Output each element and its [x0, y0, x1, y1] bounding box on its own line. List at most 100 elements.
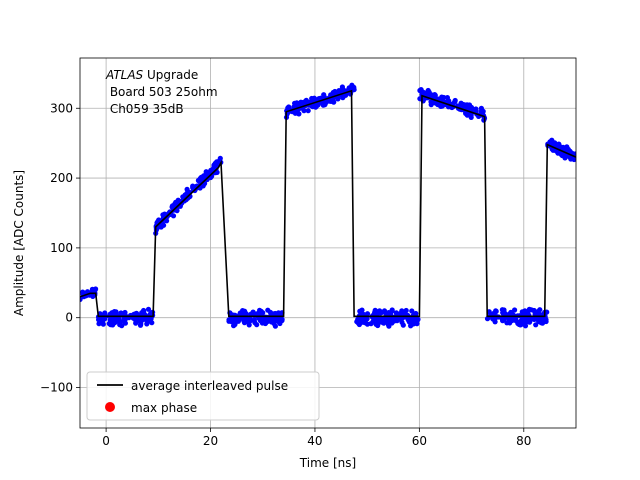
- sample-point: [349, 84, 355, 90]
- sample-point: [208, 167, 214, 173]
- sample-point: [149, 320, 155, 326]
- y-tick-label: 200: [50, 171, 73, 185]
- sample-point: [499, 307, 505, 313]
- sample-point: [417, 87, 423, 94]
- y-tick-label: 100: [50, 241, 73, 255]
- sample-point: [274, 318, 280, 324]
- sample-point: [469, 105, 475, 111]
- average-pulse-line: [80, 89, 576, 318]
- x-tick-label: 20: [203, 434, 218, 448]
- legend-dot-swatch: [105, 402, 115, 412]
- sample-point: [410, 321, 416, 327]
- sample-point: [439, 102, 445, 108]
- sample-point: [444, 95, 450, 101]
- sample-point: [170, 213, 177, 219]
- sample-point: [80, 296, 83, 302]
- x-tick-label: 0: [102, 434, 110, 448]
- sample-point: [111, 318, 117, 324]
- sample-point: [386, 322, 392, 328]
- sample-point: [203, 169, 209, 175]
- sample-point: [549, 137, 555, 143]
- annotation-atlas: ATLAS: [105, 68, 144, 82]
- y-tick-label: −100: [40, 381, 73, 395]
- sample-point: [463, 110, 469, 116]
- sample-point: [398, 310, 404, 316]
- sample-point: [182, 192, 188, 198]
- plot-area: [80, 82, 576, 329]
- sample-point: [279, 317, 285, 324]
- sample-point: [292, 100, 298, 106]
- y-axis-label: Amplitude [ADC Counts]: [12, 170, 26, 316]
- sample-point: [251, 317, 257, 323]
- sample-point: [89, 286, 95, 292]
- sample-point: [433, 100, 439, 106]
- sample-point: [96, 321, 102, 327]
- sample-point: [428, 102, 434, 108]
- sample-point: [499, 316, 505, 322]
- axis-ticks: 0 20 40 60 80 −100 0 100 200 300: [40, 101, 531, 448]
- sample-point: [479, 107, 485, 113]
- sample-point: [313, 103, 320, 109]
- sample-point: [492, 319, 498, 325]
- sample-point: [439, 94, 445, 100]
- sample-point: [375, 320, 381, 326]
- sample-point: [550, 147, 556, 153]
- sample-point: [257, 307, 263, 313]
- sample-point: [145, 306, 152, 312]
- sample-point: [119, 323, 125, 329]
- sample-point: [148, 316, 154, 322]
- sample-point: [403, 307, 409, 314]
- sample-point: [100, 321, 106, 327]
- sample-point: [392, 316, 399, 322]
- annotation-line-2: Board 503 25ohm: [106, 85, 218, 99]
- sample-point: [309, 98, 316, 104]
- sample-point: [359, 307, 365, 313]
- sample-point: [511, 317, 517, 323]
- annotation-upgrade: Upgrade: [143, 68, 198, 82]
- sample-point: [389, 307, 395, 313]
- annotation: ATLAS Upgrade Board 503 25ohm Ch059 35dB: [105, 68, 218, 116]
- x-tick-label: 60: [412, 434, 427, 448]
- sample-point: [571, 156, 576, 163]
- sample-point: [522, 323, 529, 329]
- sample-point: [161, 222, 167, 228]
- sample-point: [263, 320, 269, 326]
- sample-point: [190, 184, 197, 190]
- annotation-line-1: ATLAS Upgrade: [105, 68, 198, 82]
- x-tick-label: 40: [307, 434, 322, 448]
- y-tick-label: 0: [65, 311, 73, 325]
- sample-point: [178, 198, 184, 205]
- sample-point: [174, 208, 180, 214]
- sample-point: [231, 323, 237, 329]
- sample-point: [400, 322, 406, 328]
- sample-point: [511, 307, 518, 313]
- sample-point: [409, 308, 415, 314]
- sample-point: [214, 159, 220, 165]
- sample-point: [243, 318, 250, 325]
- sample-point: [393, 310, 399, 316]
- sample-point: [226, 317, 232, 323]
- sample-point: [201, 174, 207, 180]
- legend-label-max-phase: max phase: [131, 401, 197, 415]
- sample-point: [265, 307, 271, 313]
- sample-point: [121, 317, 128, 324]
- sample-point: [425, 87, 431, 94]
- sample-point: [377, 308, 383, 314]
- sample-point: [538, 320, 544, 326]
- sample-point: [382, 310, 388, 316]
- sample-point: [543, 318, 549, 325]
- sample-point: [406, 316, 412, 322]
- sample-point: [533, 322, 539, 328]
- sample-point: [564, 144, 570, 150]
- annotation-line-3: Ch059 35dB: [106, 102, 184, 116]
- sample-point: [107, 317, 113, 323]
- legend-box: [86, 371, 320, 421]
- sample-point: [537, 307, 543, 313]
- sample-point: [230, 319, 236, 325]
- sample-point: [195, 177, 201, 184]
- sample-point: [415, 316, 421, 322]
- sample-point: [169, 204, 175, 210]
- legend-label-average: average interleaved pulse: [131, 379, 288, 393]
- sample-point: [388, 317, 394, 323]
